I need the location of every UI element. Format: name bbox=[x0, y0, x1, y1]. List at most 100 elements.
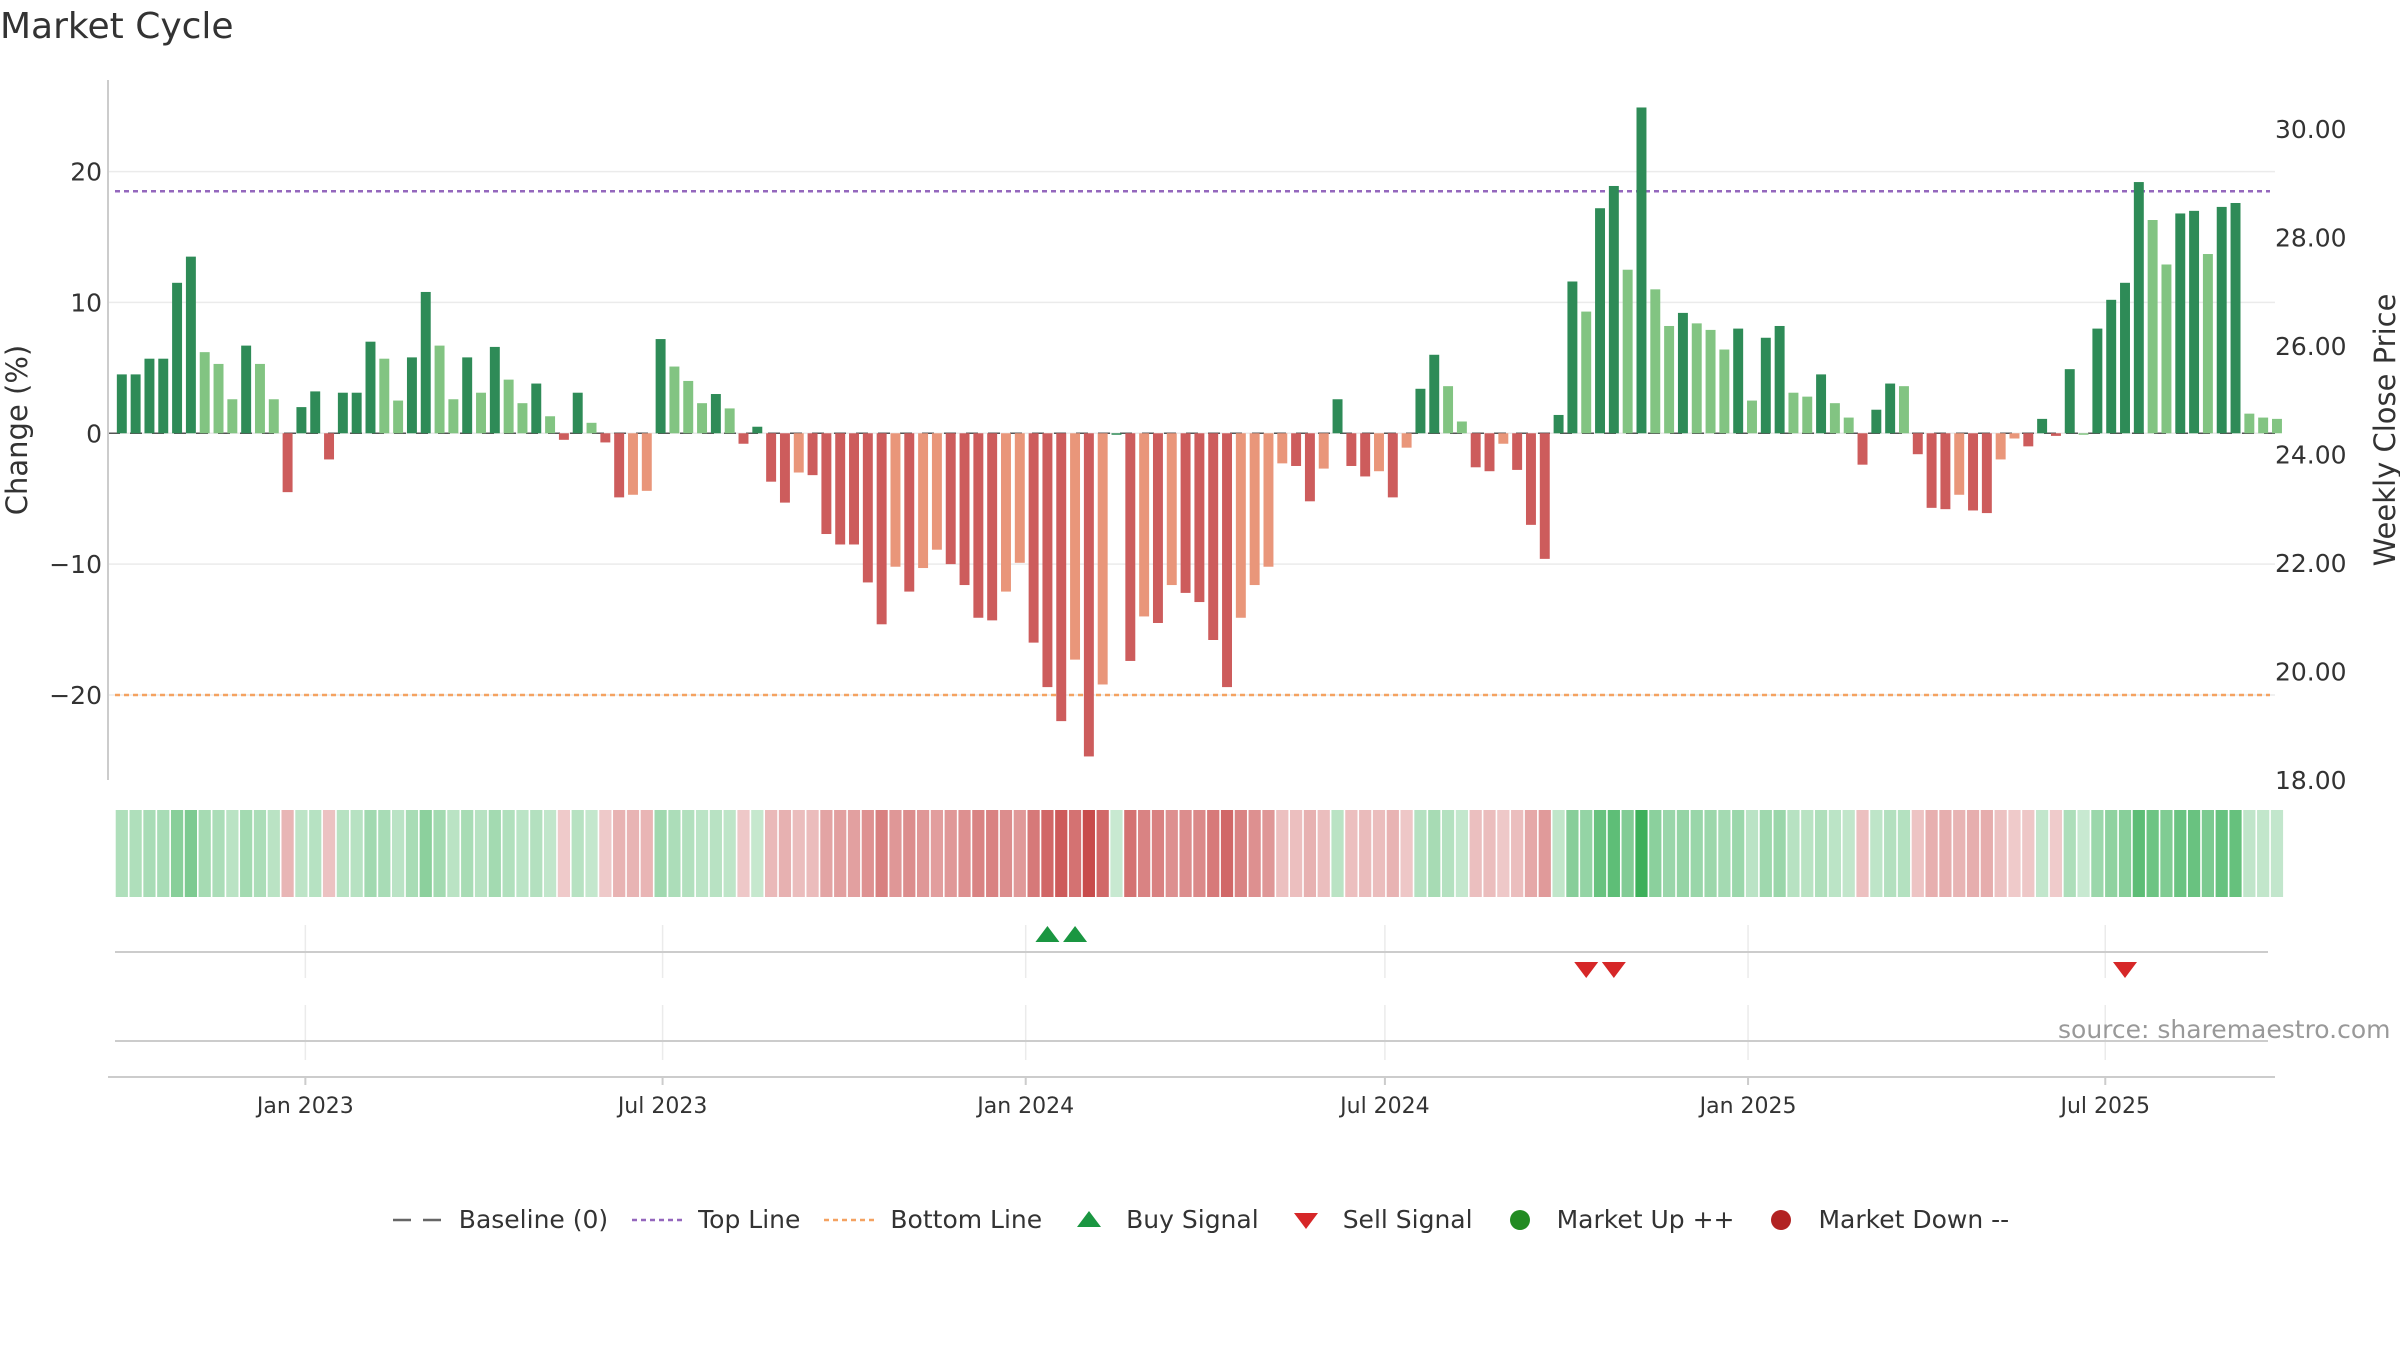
bar bbox=[1553, 414, 1564, 434]
y-right-tick-label: 22.00 bbox=[2275, 549, 2347, 578]
bar bbox=[2189, 210, 2200, 434]
bar bbox=[1691, 323, 1702, 434]
source-credit: source: sharemaestro.com bbox=[2058, 1015, 2391, 1044]
bar bbox=[213, 363, 224, 434]
bar bbox=[393, 400, 404, 434]
heat-cell bbox=[1925, 810, 1938, 897]
bar bbox=[2230, 202, 2241, 434]
heat-cell bbox=[309, 810, 322, 897]
bar bbox=[1332, 399, 1343, 434]
circle-icon bbox=[1771, 1209, 1792, 1230]
bar bbox=[1747, 400, 1757, 434]
bar bbox=[2037, 418, 2048, 434]
heat-cell bbox=[295, 810, 308, 897]
heat-cell bbox=[1690, 810, 1703, 897]
bar bbox=[1650, 289, 1661, 434]
heat-cell bbox=[916, 810, 930, 897]
bar bbox=[558, 433, 569, 440]
heat-cell bbox=[1345, 810, 1358, 897]
heat-cell bbox=[889, 810, 902, 897]
heat-cell bbox=[1897, 810, 1911, 897]
heat-cell bbox=[1110, 810, 1123, 897]
heat-cell bbox=[1856, 810, 1869, 897]
y-right-tick-label: 28.00 bbox=[2275, 223, 2347, 252]
heat-cell bbox=[958, 810, 971, 897]
heat-cell bbox=[2008, 810, 2021, 897]
bar bbox=[697, 403, 708, 434]
heat-cell bbox=[2077, 810, 2090, 897]
bar bbox=[1926, 433, 1937, 508]
heat-cell bbox=[1607, 810, 1620, 897]
heat-cell bbox=[806, 810, 819, 897]
bar bbox=[1816, 374, 1827, 434]
heat-cell bbox=[253, 810, 267, 897]
bar bbox=[600, 433, 611, 443]
heat-cell bbox=[1138, 810, 1151, 897]
heat-cell bbox=[1289, 810, 1303, 897]
heat-cell bbox=[1759, 810, 1772, 897]
heat-cell bbox=[682, 810, 695, 897]
bar bbox=[779, 433, 790, 503]
heat-cell bbox=[1317, 810, 1330, 897]
bar bbox=[1539, 433, 1550, 559]
bar bbox=[1249, 433, 1260, 586]
dotted-line-icon bbox=[632, 1218, 685, 1221]
bar bbox=[365, 341, 376, 434]
heat-cell bbox=[1621, 810, 1634, 897]
heat-cell bbox=[2160, 810, 2173, 897]
heat-cell bbox=[1676, 810, 1690, 897]
y-left-tick-label: 0 bbox=[86, 419, 102, 448]
legend-label: Buy Signal bbox=[1126, 1205, 1259, 1234]
heat-strip bbox=[115, 810, 2284, 897]
heat-cell bbox=[530, 810, 543, 897]
heat-cell bbox=[336, 810, 349, 897]
heat-cell bbox=[1096, 810, 1109, 897]
bar bbox=[1429, 354, 1440, 434]
bar bbox=[628, 433, 638, 495]
heat-cell bbox=[834, 810, 847, 897]
bar bbox=[185, 256, 196, 434]
bar bbox=[420, 291, 431, 434]
heat-cell bbox=[557, 810, 571, 897]
heat-cell bbox=[2063, 810, 2076, 897]
bar bbox=[1622, 269, 1633, 434]
triangle-up-icon bbox=[1077, 1210, 1102, 1227]
bar bbox=[1152, 433, 1163, 623]
heat-cell bbox=[543, 810, 557, 897]
bar bbox=[1180, 433, 1191, 593]
bar bbox=[2064, 369, 2075, 434]
heat-cell bbox=[474, 810, 488, 897]
y-right-tick-label: 30.00 bbox=[2275, 115, 2347, 144]
bar bbox=[2175, 213, 2186, 434]
bar bbox=[1595, 208, 1606, 434]
bar bbox=[1001, 433, 1011, 592]
heat-cell bbox=[1814, 810, 1828, 897]
bar bbox=[2078, 433, 2089, 435]
heat-cell bbox=[1055, 810, 1068, 897]
heat-cell bbox=[1511, 810, 1524, 897]
heat-cell bbox=[1593, 810, 1607, 897]
bar bbox=[130, 374, 141, 434]
heat-cell bbox=[626, 810, 640, 897]
bar bbox=[254, 363, 265, 434]
bar bbox=[1166, 433, 1177, 586]
x-tick-label: Jul 2024 bbox=[1338, 1094, 1430, 1119]
bar bbox=[1415, 388, 1426, 434]
heat-cell bbox=[226, 810, 239, 897]
bar bbox=[489, 346, 500, 434]
bar bbox=[2120, 282, 2130, 434]
legend: Baseline (0) Top Line Bottom Line Buy Si… bbox=[0, 1205, 2400, 1234]
heat-cell bbox=[1980, 810, 1993, 897]
heat-cell bbox=[378, 810, 391, 897]
bar bbox=[324, 433, 335, 460]
bar bbox=[586, 422, 597, 434]
bar bbox=[1885, 383, 1896, 434]
bar bbox=[876, 433, 887, 625]
bar bbox=[766, 433, 777, 482]
bar bbox=[1760, 337, 1771, 434]
legend-label: Baseline (0) bbox=[458, 1205, 609, 1234]
heat-cell bbox=[129, 810, 142, 897]
buy-signal-marker bbox=[1063, 926, 1088, 942]
heat-cell bbox=[2091, 810, 2104, 897]
